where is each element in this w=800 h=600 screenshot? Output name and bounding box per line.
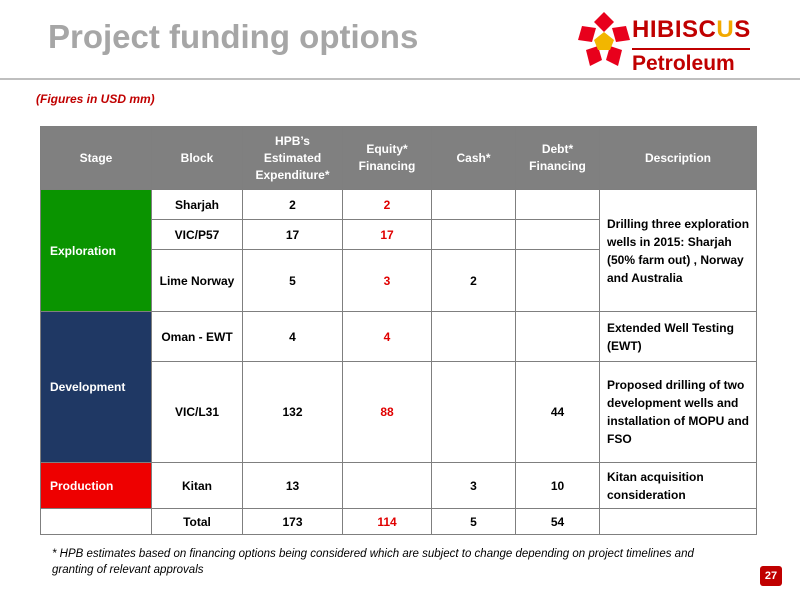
equity-cell: [342, 462, 432, 509]
funding-table: Stage Block HPB’s Estimated Expenditure*…: [40, 126, 757, 535]
stage-development: Development: [40, 311, 152, 463]
expenditure-cell: 132: [242, 361, 343, 463]
cash-cell: [431, 189, 516, 220]
units-note: (Figures in USD mm): [36, 92, 155, 106]
logo-wordmark: HIBISCUS: [632, 16, 751, 43]
debt-cell: [515, 219, 600, 250]
table-row: Exploration Sharjah 2 2 Drilling three e…: [40, 189, 757, 312]
description-vic-l31: Proposed drilling of two development wel…: [599, 361, 757, 463]
cash-cell: 3: [431, 462, 516, 509]
page-number: 27: [760, 566, 782, 586]
equity-cell: 2: [342, 189, 432, 220]
stage-exploration: Exploration: [40, 189, 152, 312]
debt-cell: 10: [515, 462, 600, 509]
header-expenditure: HPB’s Estimated Expenditure*: [242, 126, 343, 190]
cash-cell: [431, 361, 516, 463]
block-cell: Sharjah: [151, 189, 243, 220]
description-exploration: Drilling three exploration wells in 2015…: [599, 189, 757, 312]
header-debt: Debt* Financing: [515, 126, 600, 190]
expenditure-cell: 4: [242, 311, 343, 362]
block-cell: Kitan: [151, 462, 243, 509]
page-title: Project funding options: [48, 18, 419, 55]
header-cash: Cash*: [431, 126, 516, 190]
debt-cell: 44: [515, 361, 600, 463]
cash-cell: [431, 219, 516, 250]
equity-cell: 3: [342, 249, 432, 312]
table-row: Production Kitan 13 3 10 Kitan acquisiti…: [40, 462, 757, 509]
total-equity: 114: [342, 508, 432, 535]
total-row: Total 173 114 5 54: [40, 508, 757, 535]
debt-cell: [515, 249, 600, 312]
block-cell: Oman - EWT: [151, 311, 243, 362]
total-debt: 54: [515, 508, 600, 535]
table-row: VIC/P57 17 17: [41, 219, 757, 250]
expenditure-cell: 2: [242, 189, 343, 220]
company-logo: HIBISCUS Petroleum: [576, 10, 786, 80]
logo-divider: [632, 48, 750, 50]
total-description-cell: [599, 508, 757, 535]
header-equity: Equity* Financing: [342, 126, 432, 190]
description-oman: Extended Well Testing (EWT): [599, 311, 757, 362]
logo-subtitle: Petroleum: [632, 52, 735, 75]
total-label: Total: [151, 508, 243, 535]
total-stage-cell: [40, 508, 152, 535]
debt-cell: [515, 189, 600, 220]
total-expenditure: 173: [242, 508, 343, 535]
footnote: * HPB estimates based on financing optio…: [52, 548, 694, 576]
expenditure-cell: 17: [242, 219, 343, 250]
table-row: Lime Norway 5 3 2: [41, 249, 757, 312]
expenditure-cell: 13: [242, 462, 343, 509]
block-cell: Lime Norway: [151, 249, 243, 312]
cash-cell: [431, 311, 516, 362]
block-cell: VIC/P57: [151, 219, 243, 250]
total-cash: 5: [431, 508, 516, 535]
header-description: Description: [599, 126, 757, 190]
stage-production: Production: [40, 462, 152, 509]
equity-cell: 4: [342, 311, 432, 362]
header-stage: Stage: [40, 126, 152, 190]
expenditure-cell: 5: [242, 249, 343, 312]
equity-cell: 88: [342, 361, 432, 463]
equity-cell: 17: [342, 219, 432, 250]
description-kitan: Kitan acquisition consideration: [599, 462, 757, 509]
header-block: Block: [151, 126, 243, 190]
block-cell: VIC/L31: [151, 361, 243, 463]
flower-icon: [578, 12, 630, 66]
table-row: Development Oman - EWT 4 4 Extended Well…: [40, 311, 757, 463]
title-divider: [0, 78, 800, 80]
header-row: Stage Block HPB’s Estimated Expenditure*…: [40, 126, 757, 190]
cash-cell: 2: [431, 249, 516, 312]
debt-cell: [515, 311, 600, 362]
